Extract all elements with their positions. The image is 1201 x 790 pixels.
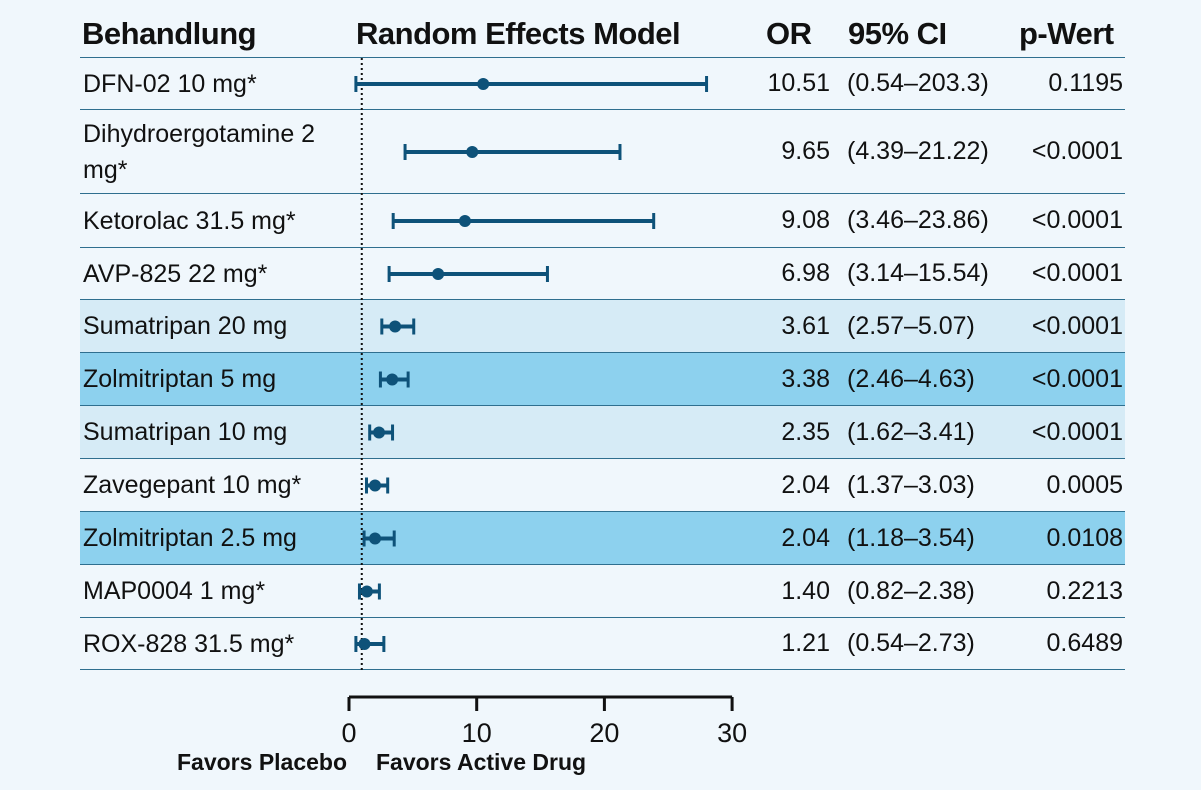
row-odds-ratio: 1.40 [781,576,830,605]
row-odds-ratio: 3.61 [781,311,830,340]
odds-ratio-point [458,215,471,227]
row-odds-ratio: 9.65 [781,137,830,165]
odds-ratio-point [360,585,373,598]
row-odds-ratio: 1.21 [781,629,830,657]
header-p-value: p-Wert [1019,16,1114,51]
odds-ratio-point [373,426,386,439]
row-odds-ratio: 2.35 [781,417,830,446]
header-or: OR [766,16,812,51]
table-row: Zavegepant 10 mg* 2.04 (1.37–3.03) 0.0005 [80,459,1125,512]
row-p-value: 0.0108 [1046,523,1123,552]
table-row: Ketorolac 31.5 mg* 9.08 (3.46–23.86) <0.000… [80,194,1125,248]
header-ci: 95% CI [848,16,947,51]
row-label: Zolmitriptan 5 mg [83,365,277,393]
row-label: AVP-825 22 mg* [83,259,268,288]
x-axis-tick-label: 0 [341,718,356,748]
row-p-value: <0.0001 [1031,259,1123,287]
row-label: Sumatripan 10 mg [83,418,288,446]
favors-active-drug-label: Favors Active Drug [376,749,587,775]
row-confidence-interval: (0.54–2.73) [847,629,975,657]
table-row: DFN-02 10 mg* 10.51 (0.54–203.3) 0.1195 [80,58,1125,110]
x-axis-tick-label: 30 [717,718,747,748]
odds-ratio-point [477,78,490,90]
odds-ratio-point [386,373,399,386]
row-confidence-interval: (1.18–3.54) [847,523,975,552]
row-odds-ratio: 2.04 [781,523,830,552]
odds-ratio-point [432,268,445,280]
row-confidence-interval: (1.37–3.03) [847,470,975,499]
table-row: Sumatripan 20 mg 3.61 (2.57–5.07) <0.0001 [80,300,1125,353]
row-label: Zavegepant 10 mg* [83,471,302,499]
row-label: Zolmitriptan 2.5 mg [83,524,297,552]
table-row: Zolmitriptan 5 mg 3.38 (2.46–4.63) <0.0001 [80,353,1125,406]
row-confidence-interval: (3.14–15.54) [847,259,989,287]
x-axis-tick-label: 10 [462,718,492,748]
row-p-value: <0.0001 [1031,364,1123,393]
table-row: Dihydroergotamine 2 mg* 9.65 (4.39–21.22) <… [80,110,1125,194]
row-confidence-interval: (2.46–4.63) [847,364,975,393]
row-p-value: <0.0001 [1031,206,1123,234]
row-p-value: <0.0001 [1031,137,1123,165]
row-p-value: 0.2213 [1046,576,1123,605]
row-label: Sumatripan 20 mg [83,312,288,340]
row-p-value: 0.0005 [1046,470,1123,499]
row-confidence-interval: (3.46–23.86) [847,206,989,234]
row-label: Ketorolac 31.5 mg* [83,206,296,235]
row-odds-ratio: 6.98 [781,259,830,287]
header-rule [80,57,1125,58]
row-confidence-interval: (2.57–5.07) [847,311,975,340]
odds-ratio-point [358,638,371,650]
row-odds-ratio: 10.51 [767,69,830,97]
table-row: AVP-825 22 mg* 6.98 (3.14–15.54) <0.0001 [80,248,1125,300]
odds-ratio-point [466,146,479,158]
row-label: ROX-828 31.5 mg* [83,629,295,658]
row-odds-ratio: 2.04 [781,470,830,499]
x-axis-tick-label: 20 [589,718,619,748]
table-row: ROX-828 31.5 mg* 1.21 (0.54–2.73) 0.6489 [80,618,1125,670]
row-p-value: <0.0001 [1031,311,1123,340]
header-treatment: Behandlung [82,16,257,51]
row-confidence-interval: (0.54–203.3) [847,69,989,97]
row-p-value: 0.1195 [1048,69,1123,97]
odds-ratio-point [369,479,382,492]
row-odds-ratio: 9.08 [781,206,830,234]
row-confidence-interval: (4.39–21.22) [847,137,989,165]
row-label: MAP0004 1 mg* [83,577,266,605]
row-label: DFN-02 10 mg* [83,69,257,98]
row-p-value: 0.6489 [1046,629,1123,657]
favors-placebo-label: Favors Placebo [177,749,348,775]
row-label: Dihydroergotamine 2 mg* [83,119,316,184]
table-row: Sumatripan 10 mg 2.35 (1.62–3.41) <0.0001 [80,406,1125,459]
odds-ratio-point [389,320,402,333]
row-confidence-interval: (1.62–3.41) [847,417,975,446]
table-row: MAP0004 1 mg* 1.40 (0.82–2.38) 0.2213 [80,565,1125,618]
table-row: Zolmitriptan 2.5 mg 2.04 (1.18–3.54) 0.0108 [80,512,1125,565]
row-odds-ratio: 3.38 [781,364,830,393]
row-p-value: <0.0001 [1031,417,1123,446]
header-model: Random Effects Model [356,16,681,51]
row-confidence-interval: (0.82–2.38) [847,576,975,605]
odds-ratio-point [369,532,382,545]
